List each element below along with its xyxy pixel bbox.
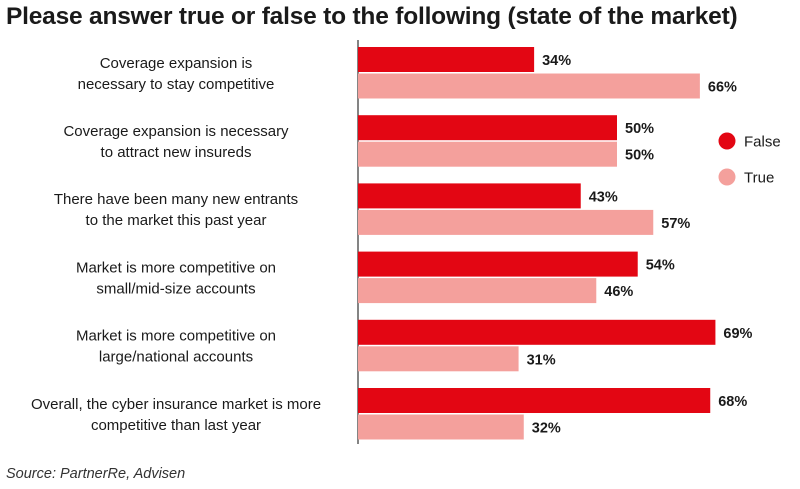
bar-false <box>358 183 581 209</box>
category-label: Overall, the cyber insurance market is m… <box>31 396 321 413</box>
category-label: necessary to stay competitive <box>78 76 275 93</box>
legend-label-true: True <box>744 170 774 187</box>
data-label: 31% <box>527 352 556 368</box>
category-label: to the market this past year <box>86 212 267 229</box>
data-label: 50% <box>625 148 654 164</box>
bar-false <box>358 319 716 345</box>
bar-true <box>358 141 617 167</box>
data-label: 54% <box>646 258 675 274</box>
data-label: 32% <box>532 421 561 437</box>
data-label: 43% <box>589 189 618 205</box>
chart-title: Please answer true or false to the follo… <box>6 3 738 30</box>
bar-false <box>358 115 617 141</box>
data-label: 57% <box>661 216 690 232</box>
category-label: Market is more competitive on <box>76 259 276 276</box>
category-label: large/national accounts <box>99 349 253 366</box>
category-label: Coverage expansion is necessary <box>63 123 289 140</box>
category-label: Coverage expansion is <box>100 55 253 72</box>
data-label: 66% <box>708 80 737 96</box>
data-label: 69% <box>723 326 752 342</box>
bar-false <box>358 251 638 277</box>
category-label: small/mid-size accounts <box>96 280 255 297</box>
category-label: competitive than last year <box>91 417 261 434</box>
bar-true <box>358 73 700 99</box>
bar-true <box>358 209 654 235</box>
bar-false <box>358 388 711 413</box>
source-note: Source: PartnerRe, Advisen <box>6 466 186 482</box>
bar-false <box>358 47 535 72</box>
legend-marker-true <box>718 168 736 186</box>
bar-true <box>358 414 524 440</box>
bar-true <box>358 278 597 304</box>
legend-marker-false <box>718 132 736 150</box>
data-label: 46% <box>604 284 633 300</box>
category-label: Market is more competitive on <box>76 328 276 345</box>
category-label: to attract new insureds <box>101 144 252 161</box>
category-label: There have been many new entrants <box>54 191 298 208</box>
data-label: 68% <box>718 394 747 410</box>
data-label: 34% <box>542 53 571 69</box>
legend-label-false: False <box>744 134 781 151</box>
data-label: 50% <box>625 121 654 137</box>
bar-true <box>358 346 519 372</box>
